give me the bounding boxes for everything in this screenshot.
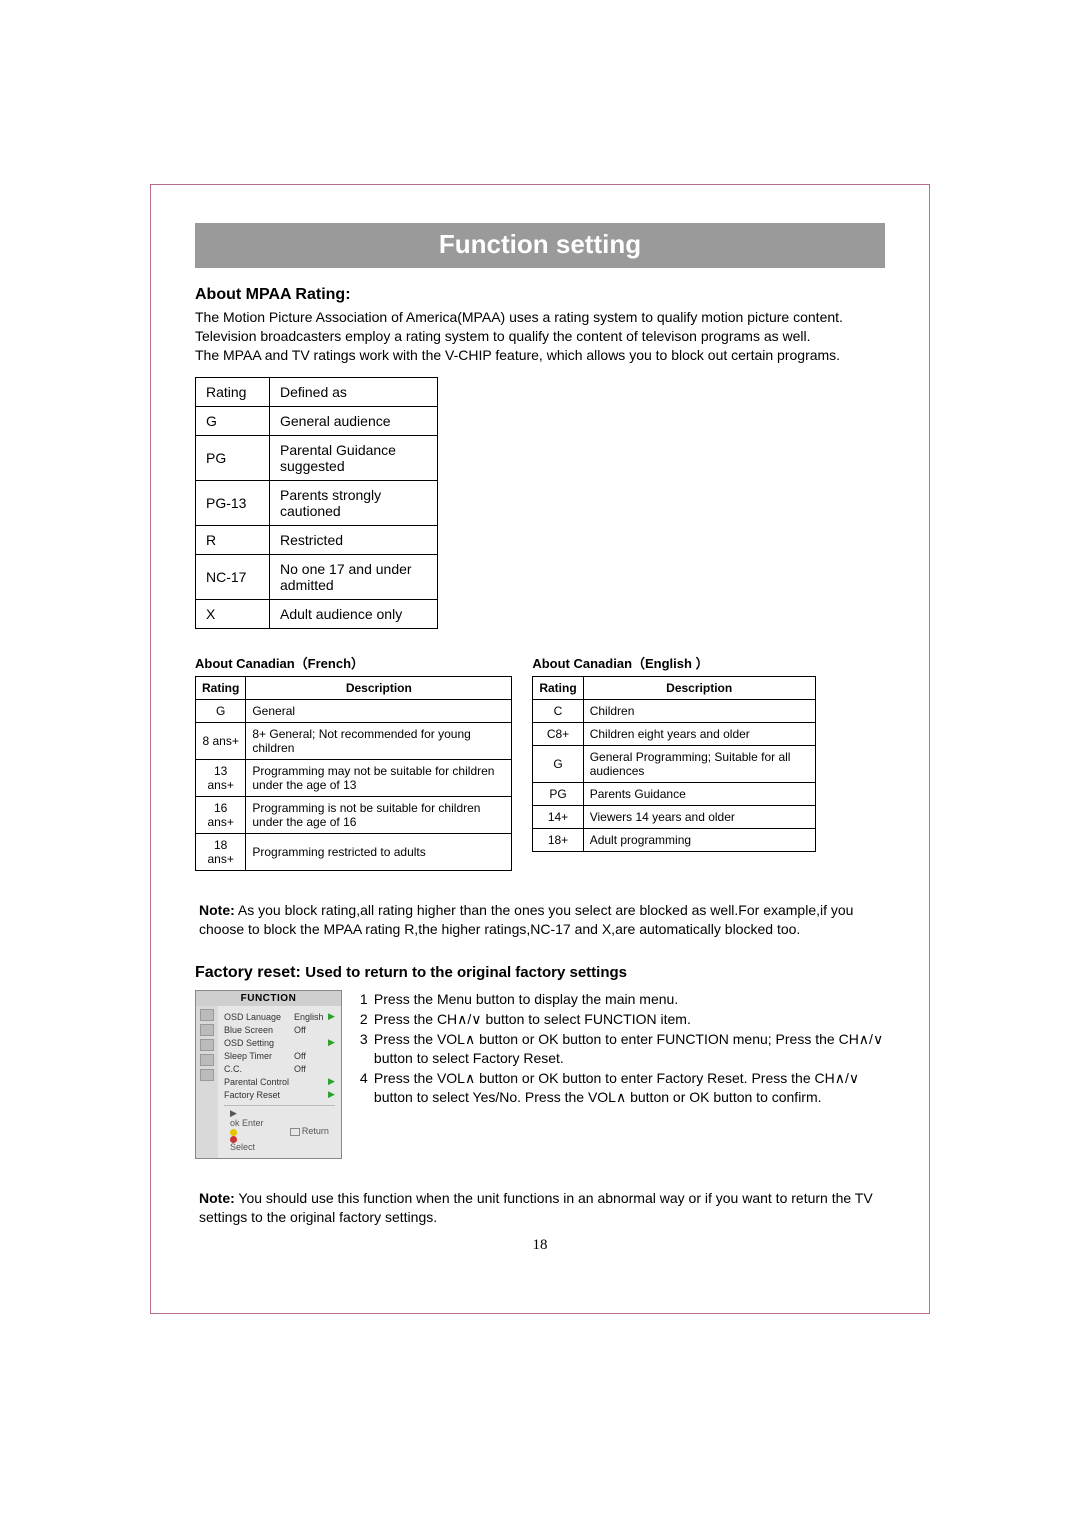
arrow-right-icon: ▶ bbox=[328, 1037, 335, 1048]
en-table: RatingDescription CChildren C8+Children … bbox=[532, 676, 815, 852]
osd-ok-hint: ▶ ok Enter bbox=[230, 1109, 264, 1129]
osd-select-hint: Select bbox=[230, 1129, 264, 1153]
table-row: RatingDescription bbox=[196, 676, 512, 699]
factory-label: Factory reset: bbox=[195, 964, 301, 981]
note-label: Note: bbox=[199, 902, 235, 918]
canadian-french-section: About Canadian（French） RatingDescription… bbox=[195, 653, 512, 871]
osd-tab-icon bbox=[200, 1024, 214, 1036]
table-row: 18 ans+Programming restricted to adults bbox=[196, 833, 512, 870]
arrow-right-icon: ▶ bbox=[328, 1089, 335, 1100]
step: 4Press the VOL∧ button or OK button to e… bbox=[360, 1069, 885, 1108]
table-row: 16 ans+Programming is not be suitable fo… bbox=[196, 796, 512, 833]
table-row: 14+Viewers 14 years and older bbox=[533, 805, 815, 828]
en-heading: About Canadian（English ） bbox=[532, 653, 815, 672]
mpaa-table: Rating Defined as GGeneral audience PGPa… bbox=[195, 377, 438, 629]
table-row: NC-17No one 17 and under admitted bbox=[196, 554, 438, 599]
page-frame: Function setting About MPAA Rating: The … bbox=[150, 184, 930, 1314]
note-block-2: Note: You should use this function when … bbox=[195, 1189, 885, 1227]
osd-tab-icon bbox=[200, 1054, 214, 1066]
table-row: GGeneral bbox=[196, 699, 512, 722]
osd-function-menu: FUNCTION OSD LanuageEnglish▶ Blue Screen… bbox=[195, 990, 342, 1159]
table-row: PGParents Guidance bbox=[533, 782, 815, 805]
fr-heading: About Canadian（French） bbox=[195, 653, 512, 672]
note-label: Note: bbox=[199, 1190, 235, 1206]
table-row: RatingDescription bbox=[533, 676, 815, 699]
arrow-right-icon: ▶ bbox=[328, 1076, 335, 1087]
table-row: GGeneral Programming; Suitable for all a… bbox=[533, 745, 815, 782]
mpaa-p1: The Motion Picture Association of Americ… bbox=[195, 308, 885, 327]
osd-side-icons bbox=[196, 1006, 218, 1158]
mpaa-col2: Defined as bbox=[270, 377, 438, 406]
osd-title: FUNCTION bbox=[196, 991, 341, 1006]
osd-row: Parental Control▶ bbox=[224, 1075, 335, 1088]
osd-tab-icon bbox=[200, 1009, 214, 1021]
factory-desc: Used to return to the original factory s… bbox=[305, 964, 627, 981]
osd-row: Sleep TimerOff bbox=[224, 1049, 335, 1062]
table-row: 18+Adult programming bbox=[533, 828, 815, 851]
table-row: 8 ans+8+ General; Not recommended for yo… bbox=[196, 722, 512, 759]
arrow-right-icon: ▶ bbox=[328, 1011, 335, 1022]
note-block-1: Note: As you block rating,all rating hig… bbox=[195, 901, 885, 939]
factory-steps: 1Press the Menu button to display the ma… bbox=[360, 990, 885, 1108]
page-title: Function setting bbox=[195, 223, 885, 268]
note-text: As you block rating,all rating higher th… bbox=[199, 902, 853, 937]
mpaa-col1: Rating bbox=[196, 377, 270, 406]
osd-row: Blue ScreenOff bbox=[224, 1023, 335, 1036]
factory-heading: Factory reset: Used to return to the ori… bbox=[195, 964, 885, 982]
page-number: 18 bbox=[195, 1237, 885, 1254]
fr-table: RatingDescription GGeneral 8 ans+8+ Gene… bbox=[195, 676, 512, 871]
table-row: CChildren bbox=[533, 699, 815, 722]
table-row: XAdult audience only bbox=[196, 599, 438, 628]
table-row: PG-13Parents strongly cautioned bbox=[196, 480, 438, 525]
osd-row: C.C.Off bbox=[224, 1062, 335, 1075]
osd-row: OSD Setting▶ bbox=[224, 1036, 335, 1049]
step: 3Press the VOL∧ button or OK button to e… bbox=[360, 1030, 885, 1069]
table-row: RRestricted bbox=[196, 525, 438, 554]
osd-tab-icon bbox=[200, 1039, 214, 1051]
mpaa-heading: About MPAA Rating: bbox=[195, 286, 885, 304]
step: 2Press the CH∧/∨ button to select FUNCTI… bbox=[360, 1010, 885, 1030]
mpaa-p2: Television broadcasters employ a rating … bbox=[195, 327, 885, 346]
note-text: You should use this function when the un… bbox=[199, 1190, 873, 1225]
step: 1Press the Menu button to display the ma… bbox=[360, 990, 885, 1010]
canadian-english-section: About Canadian（English ） RatingDescripti… bbox=[532, 653, 815, 871]
osd-row: Factory Reset▶ bbox=[224, 1088, 335, 1101]
osd-list: OSD LanuageEnglish▶ Blue ScreenOff OSD S… bbox=[218, 1006, 341, 1158]
osd-tab-icon bbox=[200, 1069, 214, 1081]
table-row: Rating Defined as bbox=[196, 377, 438, 406]
osd-return-hint: Return bbox=[290, 1126, 329, 1136]
table-row: 13 ans+Programming may not be suitable f… bbox=[196, 759, 512, 796]
mpaa-p3: The MPAA and TV ratings work with the V-… bbox=[195, 346, 885, 365]
table-row: GGeneral audience bbox=[196, 406, 438, 435]
table-row: C8+Children eight years and older bbox=[533, 722, 815, 745]
osd-row: OSD LanuageEnglish▶ bbox=[224, 1010, 335, 1023]
table-row: PGParental Guidance suggested bbox=[196, 435, 438, 480]
mpaa-section: About MPAA Rating: The Motion Picture As… bbox=[195, 286, 885, 365]
